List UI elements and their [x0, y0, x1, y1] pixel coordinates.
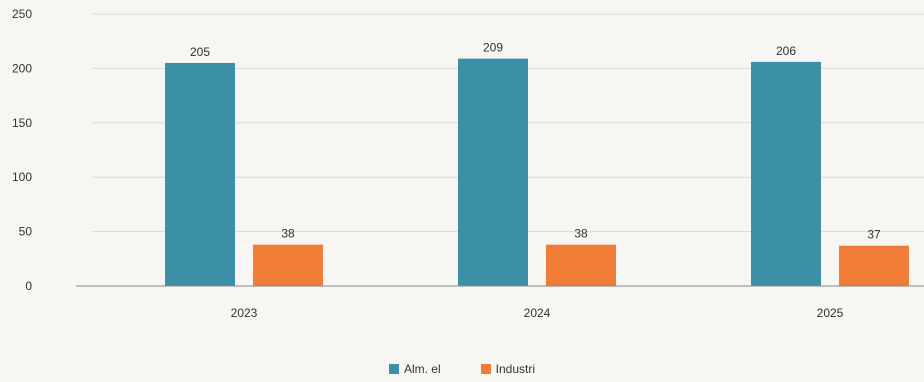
x-axis-tick-labels: 2023 2024 2025: [231, 306, 844, 320]
bar[interactable]: [546, 244, 616, 286]
y-tick-label: 100: [12, 170, 32, 184]
y-tick-label: 150: [12, 116, 32, 130]
x-tick-label: 2023: [231, 306, 258, 320]
bar[interactable]: [839, 245, 909, 286]
x-tick-label: 2024: [524, 306, 551, 320]
legend-label-series-1: Industri: [495, 362, 536, 376]
legend-label-series-0: Alm. el: [403, 362, 441, 376]
legend-item-series-1[interactable]: Industri: [480, 362, 536, 376]
legend-swatch-series-1: [480, 364, 491, 374]
bar-data-label: 206: [776, 44, 796, 58]
y-tick-label: 250: [12, 7, 32, 21]
y-axis-tick-labels: 0 50 100 150 200 250: [12, 7, 32, 293]
legend: Alm. el Industri: [0, 362, 924, 376]
bars: [165, 58, 909, 287]
bar[interactable]: [253, 244, 323, 286]
x-tick-label: 2025: [817, 306, 844, 320]
y-tick-label: 50: [19, 225, 33, 239]
bar[interactable]: [165, 62, 235, 287]
bar-data-label: 209: [483, 41, 503, 55]
legend-item-series-0[interactable]: Alm. el: [388, 362, 441, 376]
bar[interactable]: [751, 61, 821, 286]
bar-data-label: 37: [867, 228, 881, 242]
y-tick-label: 200: [12, 61, 32, 75]
y-tick-label: 0: [25, 279, 32, 293]
data-labels: 205 38 209 38 206 37: [190, 41, 881, 242]
legend-swatch-series-0: [388, 364, 399, 374]
bar-data-label: 38: [281, 227, 295, 241]
bar-data-label: 205: [190, 45, 210, 59]
bar[interactable]: [458, 58, 528, 286]
bar-data-label: 38: [574, 227, 588, 241]
